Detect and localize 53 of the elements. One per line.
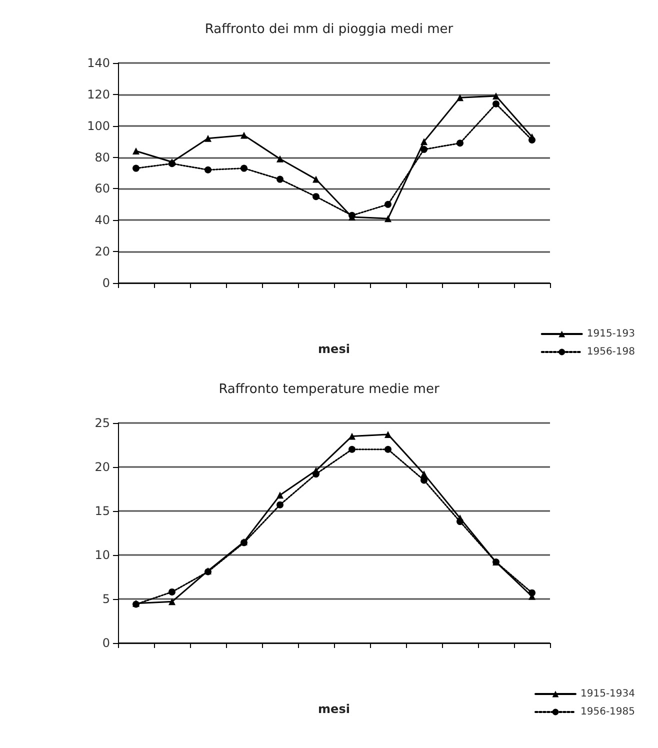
point — [384, 446, 392, 453]
point — [492, 100, 500, 108]
point — [492, 92, 500, 100]
point — [348, 432, 356, 440]
point — [456, 94, 464, 102]
legend-label: 1956-198 — [586, 346, 636, 358]
y-tick-label: 10 — [94, 548, 110, 562]
point — [132, 164, 140, 172]
point — [384, 200, 392, 208]
legend-label: 1915-1934 — [580, 688, 636, 700]
point — [420, 146, 428, 153]
point — [276, 155, 284, 162]
y-tick-label: 5 — [102, 592, 110, 606]
point — [276, 501, 284, 508]
point — [312, 176, 320, 183]
y-tick-label: 20 — [94, 460, 110, 474]
point — [276, 176, 284, 183]
legend-label: 1956-1985 — [580, 706, 636, 718]
point — [456, 140, 464, 147]
point — [168, 598, 176, 606]
point — [456, 518, 464, 526]
point — [348, 446, 356, 453]
y-tick-label: 15 — [94, 504, 110, 518]
point — [204, 166, 212, 174]
point — [384, 430, 392, 438]
point — [420, 476, 428, 484]
y-tick-label: 60 — [94, 182, 110, 196]
point — [204, 134, 212, 142]
point — [528, 589, 536, 596]
point — [276, 492, 284, 499]
y-tick-label: 120 — [87, 87, 110, 102]
legend-label: 1915-193 — [586, 328, 636, 340]
x-axis-title: mesi — [318, 702, 350, 716]
y-tick-label: 25 — [94, 416, 110, 430]
chart-title: Raffronto temperature medie mer — [218, 382, 440, 397]
point — [312, 193, 320, 200]
point — [240, 132, 248, 139]
y-tick-label: 40 — [94, 213, 110, 228]
point — [132, 148, 140, 154]
y-tick-label: 0 — [102, 636, 110, 650]
chart-title: Raffronto dei mm di pioggia medi mer — [204, 22, 454, 37]
point — [240, 164, 248, 172]
point — [312, 470, 320, 478]
y-tick-label: 140 — [87, 56, 110, 70]
y-tick-label: 80 — [94, 150, 110, 164]
y-tick-label: 100 — [87, 118, 110, 133]
point — [168, 588, 176, 596]
x-axis-title: mesi — [318, 342, 350, 356]
point — [384, 215, 392, 222]
point — [528, 136, 536, 144]
point — [420, 138, 428, 146]
y-tick-label: 20 — [94, 244, 110, 259]
y-tick-label: 0 — [102, 276, 110, 290]
